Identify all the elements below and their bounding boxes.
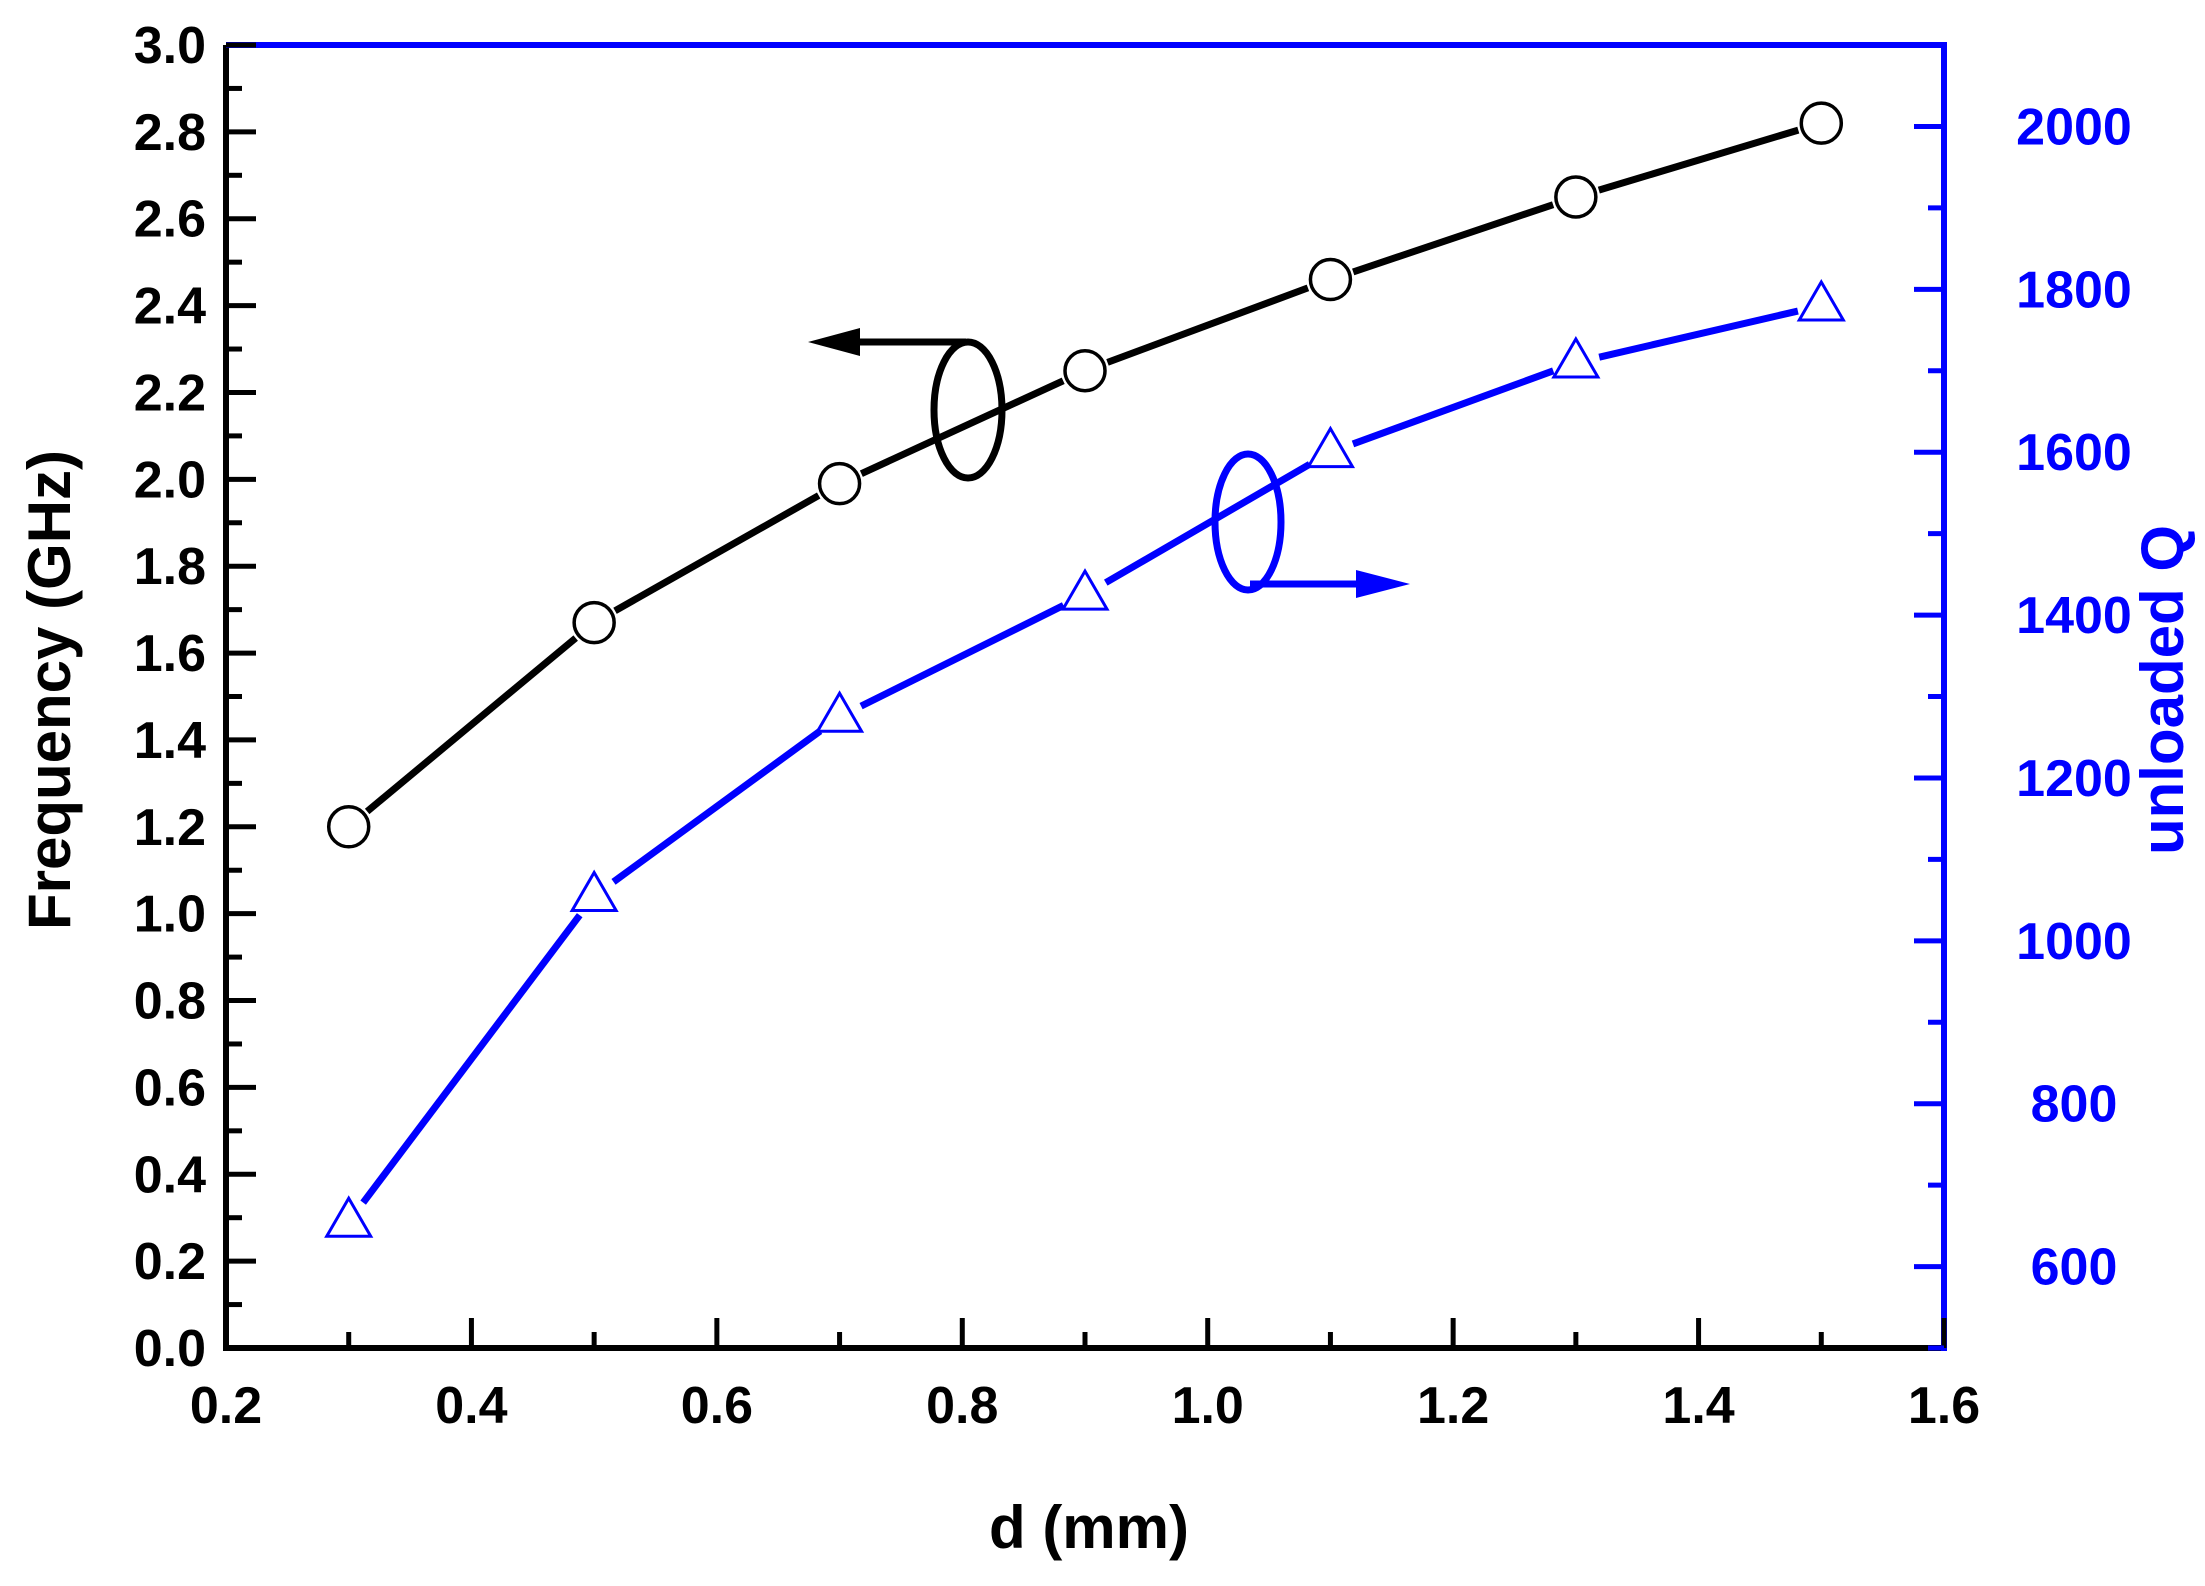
x-tick-label: 0.6 bbox=[681, 1377, 753, 1435]
y-left-tick-label: 2.2 bbox=[134, 364, 206, 422]
series-1-line-segment bbox=[360, 913, 583, 1205]
axis-indicator-arrowhead-right bbox=[1356, 570, 1410, 598]
y-right-tick-label: 800 bbox=[2031, 1076, 2118, 1134]
series-1-point bbox=[569, 869, 619, 912]
y-left-tick-label: 1.0 bbox=[134, 886, 206, 944]
x-tick-label: 1.4 bbox=[1662, 1377, 1734, 1435]
y-right-tick-label: 2000 bbox=[2016, 98, 2132, 156]
series-1-point bbox=[1060, 568, 1110, 611]
x-tick-label: 0.8 bbox=[926, 1377, 998, 1435]
series-0-line-segment bbox=[1597, 126, 1800, 194]
x-tick-label: 1.6 bbox=[1908, 1377, 1980, 1435]
y-left-tick-label: 0.0 bbox=[134, 1320, 206, 1378]
series-0-line-segment bbox=[364, 635, 578, 815]
y-left-tick-label: 0.2 bbox=[134, 1233, 206, 1291]
y-right-tick-label: 1800 bbox=[2016, 261, 2132, 319]
series-1-line-segment bbox=[611, 728, 823, 885]
y-left-tick-label: 1.8 bbox=[134, 538, 206, 596]
series-0-line-segment bbox=[1352, 201, 1555, 276]
y-left-tick-label: 0.8 bbox=[134, 973, 206, 1031]
x-tick-label: 0.4 bbox=[435, 1377, 507, 1435]
x-tick-label: 1.0 bbox=[1172, 1377, 1244, 1435]
series-1-point bbox=[814, 690, 865, 733]
series-0-point bbox=[1308, 257, 1353, 302]
x-tick-label: 0.2 bbox=[190, 1377, 262, 1435]
y-axis-right-label: unloaded Q bbox=[2129, 525, 2196, 855]
series-1-line-segment bbox=[1351, 367, 1555, 448]
y-left-tick-label: 0.6 bbox=[134, 1059, 206, 1117]
x-axis-label: d (mm) bbox=[989, 1494, 1189, 1561]
y-right-tick-label: 600 bbox=[2031, 1239, 2118, 1297]
series-0-point bbox=[1063, 349, 1107, 393]
annotations bbox=[808, 328, 1410, 598]
y-left-tick-label: 3.0 bbox=[134, 17, 206, 75]
series-0-point bbox=[1799, 101, 1844, 145]
axis-indicator-arrowhead-left bbox=[808, 328, 860, 356]
y-right-tick-label: 1000 bbox=[2016, 913, 2132, 971]
series-0-point bbox=[817, 461, 862, 506]
series-1-point bbox=[324, 1195, 374, 1238]
y-left-tick-label: 2.6 bbox=[134, 191, 206, 249]
series-1-point bbox=[1551, 336, 1601, 379]
series-1-line-segment bbox=[1598, 307, 1799, 361]
y-right-tick-label: 1600 bbox=[2016, 424, 2132, 482]
y-left-tick-label: 0.4 bbox=[134, 1146, 206, 1204]
y-right-tick-label: 1200 bbox=[2016, 750, 2132, 808]
series-1-line-segment bbox=[859, 602, 1066, 710]
y-left-tick-label: 1.4 bbox=[134, 712, 206, 770]
series-0-point bbox=[1554, 175, 1598, 219]
y-left-tick-label: 1.2 bbox=[134, 799, 206, 857]
y-right-tick-label: 1400 bbox=[2016, 587, 2132, 645]
series-0-point bbox=[572, 600, 616, 645]
axis-indicator-ellipse-left bbox=[930, 338, 1006, 482]
y-left-tick-label: 1.6 bbox=[134, 625, 206, 683]
series-1-point bbox=[1796, 279, 1846, 322]
series-0-point bbox=[326, 805, 371, 849]
axis-indicator-ellipse-right bbox=[1211, 450, 1285, 594]
y-left-tick-label: 2.8 bbox=[134, 104, 206, 162]
series-group bbox=[324, 101, 1846, 1238]
x-tick-label: 1.2 bbox=[1417, 1377, 1489, 1435]
series-0-line-segment bbox=[859, 377, 1065, 477]
series-0-line-segment bbox=[1106, 284, 1310, 366]
series-0-line-segment bbox=[613, 492, 821, 614]
y-left-tick-label: 2.0 bbox=[134, 451, 206, 509]
y-axis-left-label: Frequency (GHz) bbox=[16, 450, 83, 930]
y-left-tick-label: 2.4 bbox=[134, 278, 206, 336]
series-1-point bbox=[1305, 425, 1356, 469]
axes: 0.2 0.4 0.6 0.8 1.0 1.2 1.4 1.60.00.20.40.60.81… bbox=[134, 17, 2132, 1435]
